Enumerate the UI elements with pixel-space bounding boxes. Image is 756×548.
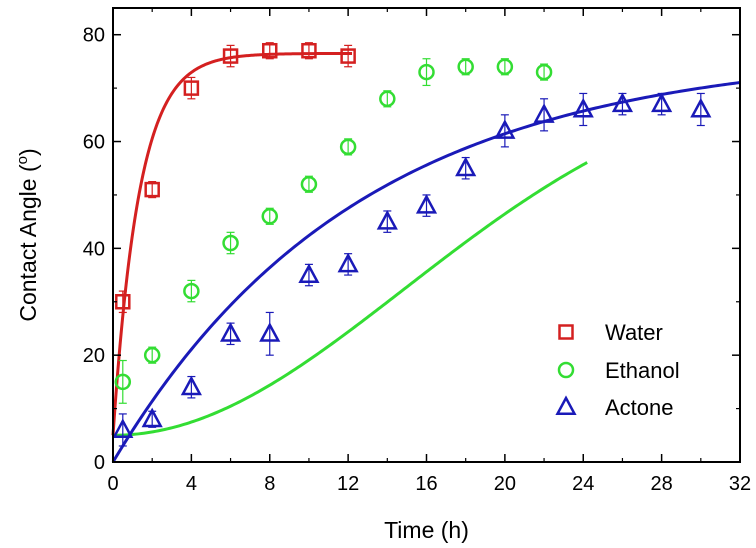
data-point — [222, 48, 239, 64]
data-point — [340, 48, 356, 64]
data-point — [112, 418, 134, 438]
data-point — [183, 282, 200, 300]
y-tick-label: 40 — [83, 238, 105, 260]
series-water — [115, 42, 356, 314]
series-ethanol — [114, 58, 553, 404]
legend-label-ethanol: Ethanol — [605, 358, 680, 383]
legend-marker-actone — [555, 395, 577, 415]
data-point — [651, 92, 673, 113]
y-tick-label: 60 — [83, 132, 105, 154]
y-axis-label: Contact Angle (o) — [14, 148, 41, 321]
y-axis-label-main: Contact Angle ( — [15, 164, 41, 322]
data-point — [418, 63, 435, 81]
fit-curves — [111, 51, 741, 463]
data-point — [690, 97, 712, 118]
data-point — [496, 58, 514, 76]
data-point — [219, 322, 242, 342]
data-point — [261, 208, 278, 225]
x-tick-label: 8 — [264, 473, 275, 495]
legend-marker-water — [558, 324, 574, 340]
x-tick-label: 28 — [651, 473, 673, 495]
x-tick-label: 20 — [494, 473, 516, 495]
data-point — [183, 80, 200, 96]
x-tick-label: 12 — [337, 473, 359, 495]
data-point — [533, 103, 555, 123]
y-tick-label: 80 — [83, 25, 105, 47]
tick-labels: 0 4 8 12 16 20 24 28 32 0 20 40 60 80 — [83, 25, 751, 495]
x-tick-label: 4 — [186, 473, 197, 495]
data-point — [180, 375, 202, 396]
y-axis-label-sup: o — [14, 156, 31, 164]
legend-label-water: Water — [605, 320, 663, 345]
data-point — [259, 322, 281, 342]
x-tick-label: 0 — [107, 473, 118, 495]
data-point — [143, 346, 161, 364]
data-point — [415, 193, 438, 214]
data-points — [112, 42, 712, 447]
data-point — [339, 138, 357, 156]
data-point — [611, 92, 634, 113]
data-point — [301, 42, 317, 59]
data-point — [376, 210, 398, 230]
data-point — [144, 181, 160, 198]
data-point — [300, 176, 318, 193]
data-point — [535, 63, 553, 81]
y-tick-label: 0 — [94, 452, 105, 474]
series-actone — [112, 92, 712, 447]
x-axis-label: Time (h) — [384, 517, 469, 543]
data-point — [572, 97, 594, 118]
x-tick-label: 24 — [572, 473, 594, 495]
axis-ticks — [112, 8, 741, 463]
legend-label-actone: Actone — [605, 395, 674, 420]
y-axis-label-end: ) — [15, 148, 41, 156]
data-point — [457, 58, 474, 76]
data-point — [222, 234, 239, 252]
legend-marker-ethanol — [557, 361, 575, 379]
data-point — [298, 263, 320, 284]
x-tick-label: 32 — [729, 473, 751, 495]
data-point — [141, 407, 163, 428]
data-point — [379, 90, 396, 108]
fit-curve-water — [111, 51, 353, 436]
data-point — [262, 42, 278, 59]
data-point — [494, 119, 516, 139]
data-point — [455, 156, 477, 177]
data-point — [114, 373, 132, 391]
fit-curve-actone — [111, 81, 741, 463]
x-tick-label: 16 — [415, 473, 437, 495]
legend: Water Ethanol Actone — [555, 320, 680, 420]
fit-curve-ethanol — [112, 161, 588, 437]
data-point — [337, 252, 359, 273]
y-tick-label: 20 — [83, 345, 105, 367]
